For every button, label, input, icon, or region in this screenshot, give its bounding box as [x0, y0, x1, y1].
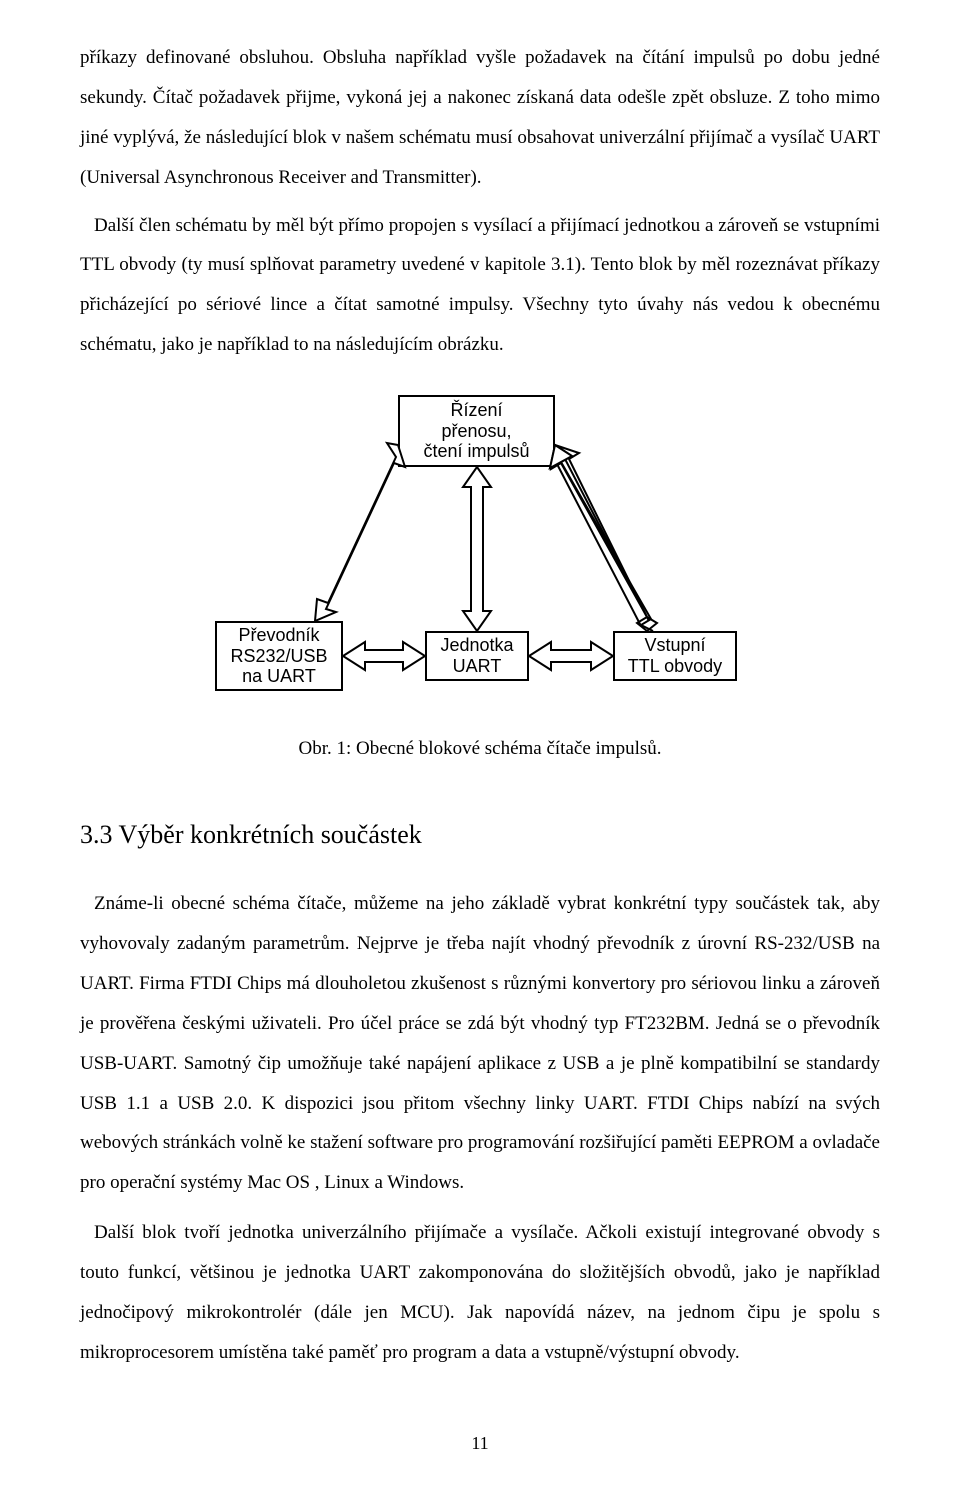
figure-caption: Obr. 1: Obecné blokové schéma čítače imp…	[80, 738, 880, 760]
diagram-arrows	[215, 395, 745, 715]
section-number: 3.3	[80, 820, 113, 849]
paragraph-3: Známe-li obecné schéma čítače, můžeme na…	[80, 884, 880, 1203]
paragraph-4: Další blok tvoří jednotka univerzálního …	[80, 1213, 880, 1373]
block-diagram: Řízení přenosu, čtení impulsů Převodník …	[80, 395, 880, 720]
section-heading: 3.3 Výběr konkrétních součástek	[80, 820, 880, 850]
paragraph-1: příkazy definované obsluhou. Obsluha nap…	[80, 38, 880, 198]
paragraph-2: Další člen schématu by měl být přímo pro…	[80, 206, 880, 366]
section-title: Výběr konkrétních součástek	[119, 820, 422, 849]
page-number: 11	[80, 1433, 880, 1454]
